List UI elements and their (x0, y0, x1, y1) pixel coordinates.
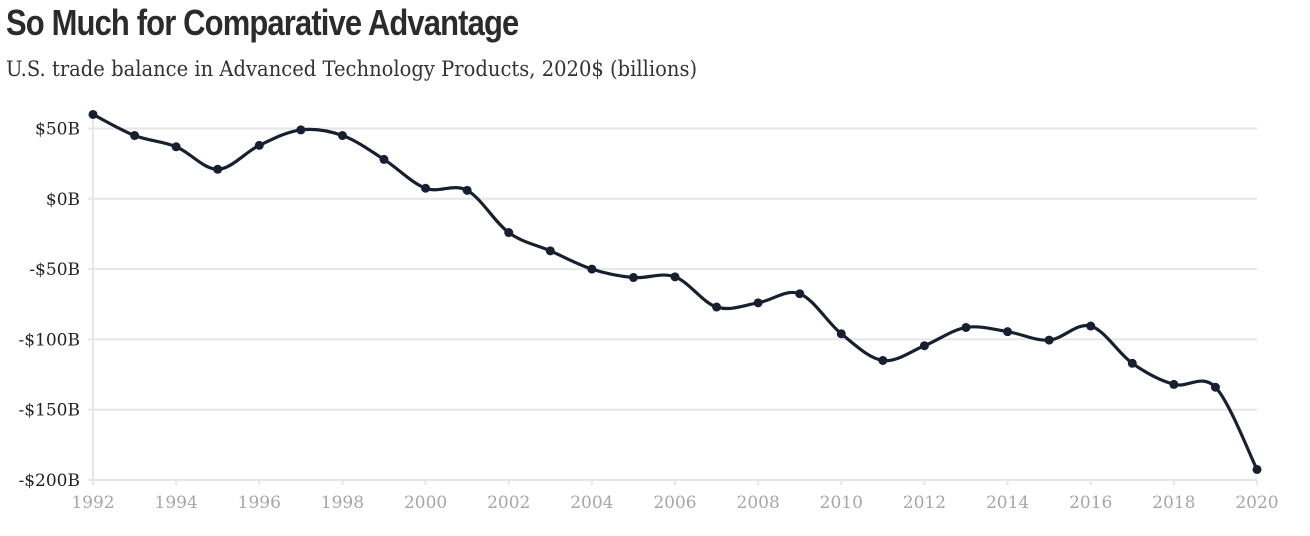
x-tick-label: 2014 (986, 493, 1029, 513)
x-tick-label: 2000 (404, 493, 447, 513)
x-tick-label: 2020 (1235, 493, 1278, 513)
x-tick-label: 2012 (903, 493, 946, 513)
data-point-1997[interactable] (296, 125, 306, 135)
data-point-2015[interactable] (1044, 335, 1054, 345)
data-point-2004[interactable] (587, 264, 597, 274)
data-point-2012[interactable] (919, 341, 929, 351)
data-point-2002[interactable] (504, 228, 514, 238)
x-tick-label: 1992 (71, 493, 114, 513)
data-point-1998[interactable] (337, 131, 347, 141)
data-point-2018[interactable] (1169, 379, 1179, 389)
data-point-2011[interactable] (878, 355, 888, 365)
data-point-2009[interactable] (795, 289, 805, 299)
y-tick-label: -$200B (18, 471, 80, 491)
chart-subtitle: U.S. trade balance in Advanced Technolog… (6, 57, 698, 81)
data-point-2001[interactable] (462, 185, 472, 195)
x-axis: 1992 1994 1996 1998 2000 2002 2004 2006 2008 2010… (71, 480, 1279, 513)
y-tick-label: $0B (46, 190, 80, 210)
data-point-2000[interactable] (421, 183, 431, 193)
y-tick-label: -$50B (29, 260, 80, 280)
series (88, 109, 1262, 474)
gridlines (88, 116, 1257, 484)
data-point-2010[interactable] (836, 329, 846, 339)
data-point-1999[interactable] (379, 154, 389, 164)
data-point-2017[interactable] (1127, 358, 1137, 368)
chart-title: So Much for Comparative Advantage (6, 2, 519, 43)
data-point-1994[interactable] (171, 142, 181, 152)
y-tick-label: -$100B (18, 330, 80, 350)
x-tick-label: 2004 (570, 493, 613, 513)
series-line (91, 112, 1259, 472)
y-tick-label: $50B (35, 120, 80, 140)
data-point-2019[interactable] (1210, 382, 1220, 392)
y-tick-label: -$150B (18, 401, 80, 421)
x-tick-label: 2008 (737, 493, 780, 513)
y-axis: $50B $0B -$50B -$100B -$150B -$200B (18, 120, 80, 492)
data-point-2020[interactable] (1252, 464, 1262, 474)
x-tick-label: 1994 (155, 493, 198, 513)
data-point-2005[interactable] (628, 273, 638, 283)
data-point-2016[interactable] (1086, 321, 1096, 331)
x-tick-label: 2002 (487, 493, 530, 513)
data-point-2013[interactable] (961, 322, 971, 332)
data-point-2008[interactable] (753, 298, 763, 308)
data-point-1995[interactable] (213, 164, 223, 174)
x-tick-label: 2016 (1069, 493, 1112, 513)
data-point-1993[interactable] (130, 131, 140, 141)
x-tick-label: 1998 (321, 493, 364, 513)
x-tick-label: 2006 (653, 493, 696, 513)
data-point-1996[interactable] (254, 140, 264, 150)
data-point-1992[interactable] (88, 109, 98, 119)
data-point-2006[interactable] (670, 272, 680, 282)
x-tick-label: 2018 (1152, 493, 1195, 513)
data-point-2003[interactable] (545, 246, 555, 256)
data-point-2007[interactable] (712, 302, 722, 312)
x-tick-label: 1996 (238, 493, 281, 513)
data-point-2014[interactable] (1003, 327, 1013, 337)
x-tick-label: 2010 (820, 493, 863, 513)
